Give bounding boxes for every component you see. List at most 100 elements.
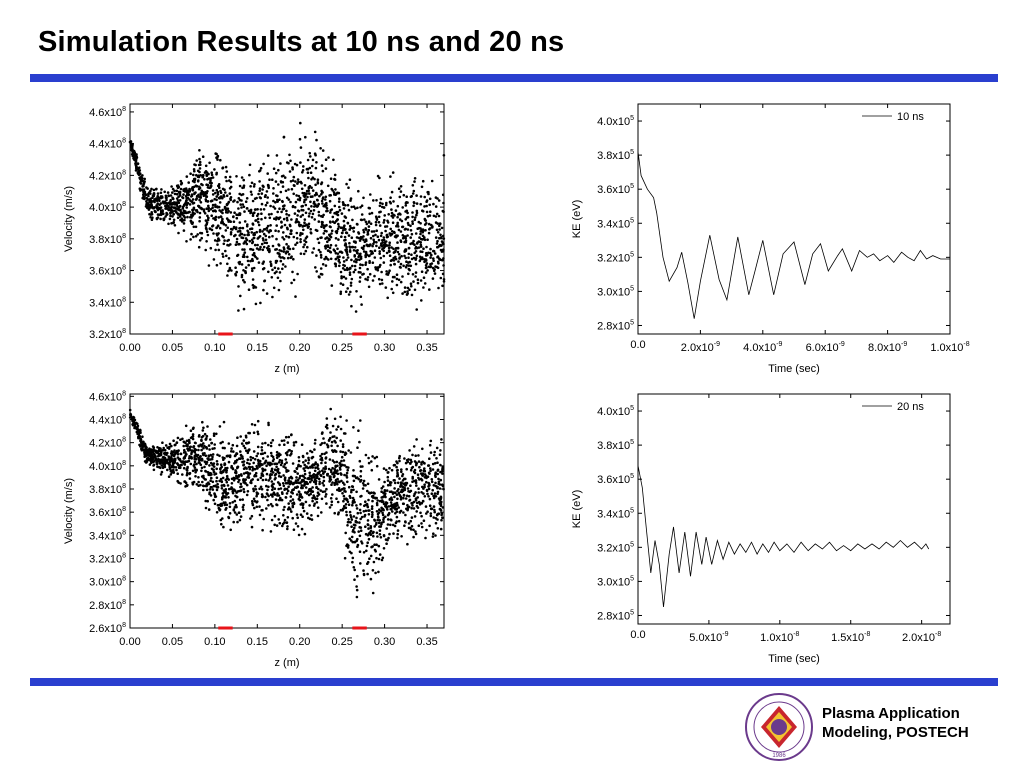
scatter-point (355, 539, 359, 542)
scatter-point (300, 484, 304, 487)
scatter-point (205, 488, 209, 492)
scatter-point (291, 498, 295, 501)
scatter-point (410, 466, 414, 470)
scatter-point (227, 238, 230, 242)
scatter-point (379, 197, 383, 201)
scatter-point (217, 248, 221, 252)
scatter-point (369, 525, 373, 528)
scatter-point (393, 250, 397, 254)
scatter-point (441, 484, 445, 488)
scatter-point (370, 515, 374, 519)
scatter-point (307, 215, 311, 218)
scatter-point (395, 465, 398, 469)
scatter-point (154, 197, 157, 201)
scatter-point (409, 519, 413, 523)
scatter-point (193, 169, 196, 173)
scatter-point (217, 506, 221, 510)
scatter-point (364, 453, 368, 457)
scatter-point (176, 184, 180, 187)
scatter-point (303, 243, 306, 246)
scatter-point (150, 218, 154, 221)
scatter-point (344, 238, 347, 242)
scatter-point (388, 498, 392, 501)
y-tick-label: 4.0x108 (89, 460, 126, 473)
scatter-point (150, 212, 154, 216)
scatter-point (312, 209, 316, 212)
scatter-point (412, 239, 415, 243)
scatter-point (303, 218, 307, 221)
scatter-point (303, 469, 307, 473)
scatter-point (429, 210, 432, 213)
scatter-point (326, 245, 330, 248)
scatter-point (266, 462, 270, 465)
y-tick-label: 4.0x105 (597, 405, 634, 418)
scatter-point (311, 499, 314, 503)
velocity-scatter-10ns: 3.2x1083.4x1083.6x1083.8x1084.0x1084.2x1… (63, 103, 446, 375)
scatter-point (349, 284, 353, 287)
scatter-point (400, 468, 403, 471)
scatter-point (405, 494, 409, 498)
scatter-point (329, 251, 333, 254)
scatter-point (290, 510, 293, 513)
scatter-point (140, 176, 144, 180)
scatter-point (404, 235, 407, 238)
scatter-point (391, 291, 395, 295)
scatter-point (313, 475, 316, 478)
scatter-point (207, 444, 211, 447)
scatter-point (194, 475, 197, 478)
scatter-point (283, 204, 286, 207)
scatter-point (249, 517, 252, 520)
scatter-point (298, 196, 302, 200)
scatter-point (240, 485, 243, 488)
scatter-point (338, 261, 342, 264)
scatter-point (227, 209, 230, 213)
scatter-point (440, 438, 443, 441)
scatter-point (362, 228, 365, 232)
scatter-point (258, 170, 261, 173)
scatter-point (232, 479, 236, 482)
scatter-point (172, 202, 175, 206)
scatter-point (174, 201, 177, 204)
legend-label: 10 ns (897, 111, 924, 123)
scatter-point (336, 218, 340, 221)
scatter-point (289, 159, 292, 163)
scatter-point (253, 473, 257, 477)
scatter-point (221, 187, 225, 191)
scatter-point (287, 435, 291, 439)
scatter-point (216, 239, 219, 243)
scatter-point (375, 244, 378, 248)
scatter-point (401, 292, 404, 295)
x-tick-label: 1.0x10-8 (930, 341, 969, 354)
scatter-point (369, 236, 373, 240)
scatter-point (410, 293, 414, 297)
scatter-point (214, 495, 218, 498)
scatter-point (149, 206, 153, 209)
scatter-point (235, 270, 238, 274)
scatter-point (415, 202, 419, 205)
scatter-point (440, 518, 443, 522)
scatter-point (352, 488, 355, 492)
scatter-point (425, 512, 428, 515)
scatter-point (346, 546, 350, 549)
scatter-point (285, 196, 289, 200)
scatter-point (289, 499, 292, 503)
scatter-point (414, 271, 418, 274)
scatter-point (299, 238, 302, 241)
scatter-point (249, 208, 253, 212)
scatter-point (329, 235, 333, 239)
scatter-point (193, 163, 196, 166)
scatter-point (383, 214, 387, 217)
scatter-point (296, 214, 299, 217)
scatter-point (238, 498, 242, 502)
x-axis-label: z (m) (274, 657, 299, 669)
scatter-point (388, 532, 391, 536)
scatter-point (358, 508, 362, 512)
scatter-point (434, 474, 437, 477)
scatter-point (375, 531, 379, 535)
scatter-point (161, 466, 165, 469)
x-tick-label: 0.05 (162, 342, 183, 354)
scatter-point (279, 180, 283, 183)
scatter-point (309, 200, 312, 204)
scatter-point (405, 260, 408, 263)
scatter-point (211, 463, 214, 467)
